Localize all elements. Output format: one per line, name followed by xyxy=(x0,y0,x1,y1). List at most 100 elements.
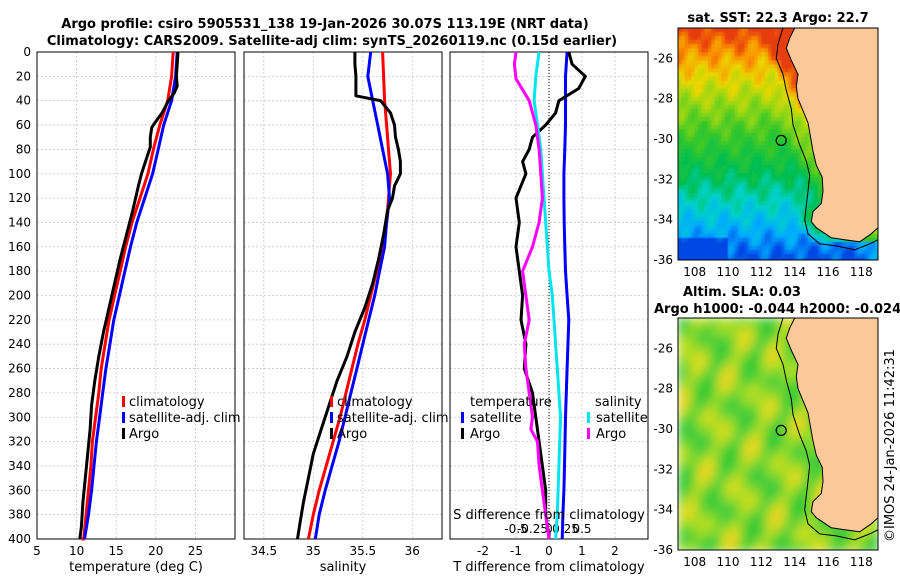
map-cell xyxy=(734,197,739,203)
map-cell xyxy=(764,233,769,239)
map-cell xyxy=(694,233,699,239)
map-cell xyxy=(688,36,692,41)
map-cell xyxy=(718,394,722,400)
map-cell xyxy=(718,245,722,251)
map-cell xyxy=(738,499,742,505)
map-cell xyxy=(694,467,699,472)
map-cell xyxy=(724,205,729,211)
map-cell xyxy=(771,165,776,170)
map-cell xyxy=(724,225,729,231)
sst-argo-position-marker xyxy=(775,134,787,146)
map-cell xyxy=(784,36,789,41)
map-cell xyxy=(864,241,869,247)
map-cell xyxy=(768,221,772,227)
map-cell xyxy=(694,249,699,255)
map-cell xyxy=(704,157,709,162)
map-cell xyxy=(731,334,736,339)
map-cell xyxy=(821,233,826,239)
map-cell xyxy=(708,451,712,456)
map-cell xyxy=(741,201,746,207)
map-cell xyxy=(728,161,732,166)
map-cell xyxy=(764,141,769,146)
map-cell xyxy=(694,527,699,533)
map-cell xyxy=(801,197,806,203)
sst-map-title: sat. SST: 22.3 Argo: 22.7 xyxy=(687,11,868,26)
map-cell xyxy=(738,463,742,468)
map-cell xyxy=(864,258,869,260)
map-cell xyxy=(758,48,762,53)
map-cell xyxy=(694,515,699,521)
map-cell xyxy=(788,64,792,69)
map-cell xyxy=(728,237,732,243)
map-cell xyxy=(731,249,736,255)
map-cell xyxy=(734,527,739,533)
map-cell xyxy=(748,515,752,521)
map-cell xyxy=(801,128,806,134)
map-cell xyxy=(691,88,696,94)
map-cell xyxy=(724,378,729,384)
map-cell xyxy=(694,503,699,509)
map-cell xyxy=(824,245,829,251)
map-cell xyxy=(691,68,696,73)
map-cell xyxy=(718,463,722,468)
map-cell xyxy=(678,548,682,550)
map-cell xyxy=(688,519,692,525)
map-cell xyxy=(711,124,716,130)
map-cell xyxy=(734,342,739,347)
map-cell xyxy=(734,124,739,130)
map-cell xyxy=(678,406,682,412)
map-cell xyxy=(724,80,729,86)
map-cell xyxy=(844,258,849,260)
map-cell xyxy=(724,181,729,186)
map-cell xyxy=(714,439,719,444)
map-cell xyxy=(681,209,686,215)
map-cell xyxy=(698,519,702,525)
map-cell xyxy=(704,249,709,255)
map-cell xyxy=(711,326,716,331)
map-cell xyxy=(708,52,712,57)
map-cell xyxy=(724,221,729,227)
map-cell xyxy=(751,366,756,371)
map-cell xyxy=(778,145,782,150)
map-cell xyxy=(804,213,809,219)
map-cell xyxy=(728,249,732,255)
map-cell xyxy=(724,197,729,203)
map-cell xyxy=(798,185,802,190)
lon-tick-label: 110 xyxy=(717,265,740,279)
map-cell xyxy=(714,479,719,484)
map-cell xyxy=(748,141,752,146)
map-cell xyxy=(731,181,736,186)
map-cell xyxy=(754,80,759,86)
map-cell xyxy=(764,96,769,102)
map-cell xyxy=(744,414,749,420)
map-cell xyxy=(741,141,746,146)
map-cell xyxy=(804,217,809,223)
map-cell xyxy=(738,165,742,170)
map-cell xyxy=(681,112,686,118)
map-cell xyxy=(724,40,729,45)
map-cell xyxy=(704,76,709,81)
map-cell xyxy=(838,253,842,259)
map-cell xyxy=(744,213,749,219)
map-cell xyxy=(718,44,722,49)
map-cell xyxy=(701,338,706,343)
map-cell xyxy=(788,165,792,170)
map-cell xyxy=(734,52,739,57)
map-cell xyxy=(691,548,696,550)
map-cell xyxy=(704,96,709,102)
map-cell xyxy=(768,96,772,102)
map-cell xyxy=(714,318,719,323)
map-cell xyxy=(691,28,696,33)
map-cell xyxy=(714,253,719,259)
map-cell xyxy=(761,233,766,239)
map-cell xyxy=(704,499,709,505)
map-cell xyxy=(841,249,846,255)
map-cell xyxy=(711,84,716,90)
map-cell xyxy=(764,52,769,57)
map-cell xyxy=(721,48,726,53)
map-cell xyxy=(798,112,802,118)
map-cell xyxy=(708,157,712,162)
map-cell xyxy=(744,515,749,521)
map-cell xyxy=(734,189,739,194)
map-cell xyxy=(731,64,736,69)
